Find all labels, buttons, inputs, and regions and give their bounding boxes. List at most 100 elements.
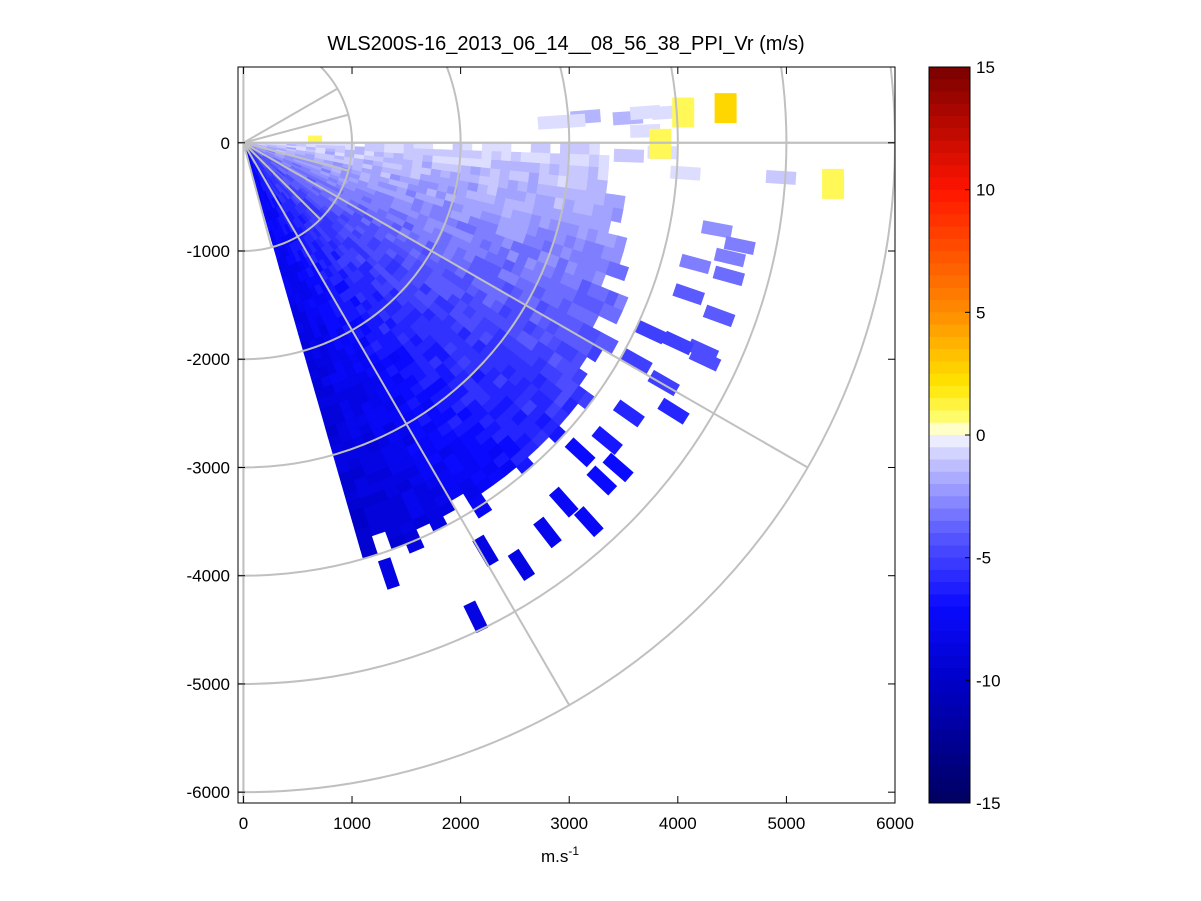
x-axis-label-superscript: -1 [568,844,579,858]
colorbar-band [929,361,970,375]
velocity-cell [511,142,522,153]
x-tick-label: 0 [239,814,248,833]
x-axis: 0 1000 2000 3000 4000 5000 6000 [239,67,914,833]
y-tick-label: -4000 [187,567,230,586]
colorbar-tick-label: 0 [976,426,985,445]
velocity-cell [480,159,492,170]
colorbar-band [929,312,970,326]
colorbar-band [929,729,970,743]
colorbar-band [929,177,970,191]
colorbar-band [929,300,970,313]
velocity-cell [441,156,453,165]
colorbar-tick-label: 5 [976,303,985,322]
colorbar-band [929,287,970,301]
velocity-cell [578,154,590,168]
velocity-cell [576,177,589,192]
colorbar: 15 10 5 0 -5 -10 -15 [928,58,1001,813]
colorbar-band [929,459,970,473]
colorbar-band [929,631,970,645]
colorbar-band [929,582,970,595]
velocity-patch [713,247,746,268]
velocity-cell [442,149,454,158]
velocity-patch [613,148,645,163]
colorbar-bands [929,67,970,804]
colorbar-band [929,643,970,657]
velocity-cell [519,161,531,174]
colorbar-band [929,766,970,779]
colorbar-band [929,226,970,240]
colorbar-tick-label: 15 [976,58,995,77]
velocity-patch [723,236,756,256]
velocity-cell [471,150,483,160]
velocity-cell [518,171,530,184]
velocity-cell [422,148,434,157]
velocity-cell [489,168,501,179]
velocity-patch [308,135,323,144]
velocity-patch [679,253,712,275]
velocity-patch [620,348,653,375]
velocity-cell [550,142,561,155]
colorbar-band [929,447,970,461]
velocity-cell [528,172,540,185]
colorbar-band [929,165,970,178]
velocity-patch [702,304,736,328]
velocity-cell [577,165,590,180]
velocity-cell [537,173,550,186]
polar-spoke [243,141,349,172]
colorbar-band [929,398,970,411]
polar-spoke [242,141,809,469]
polar-spoke [242,142,571,706]
colorbar-band [929,410,970,424]
velocity-cell [613,194,626,210]
velocity-cell [549,153,561,166]
colorbar-band [929,422,970,436]
velocity-cell [530,152,542,164]
y-tick-label: -6000 [187,783,230,802]
velocity-cell [539,152,551,165]
velocity-cell [462,142,473,152]
velocity-cell [579,142,591,156]
x-tick-label: 2000 [442,814,480,833]
velocity-patch [377,557,400,590]
colorbar-band [929,79,970,93]
velocity-patch [765,169,797,185]
velocity-cell [470,158,483,169]
velocity-cell [481,142,493,152]
velocity-cell [442,142,454,151]
colorbar-band [929,655,970,669]
polar-spoke [242,142,321,221]
colorbar-band [929,152,970,166]
colorbar-band [929,385,970,399]
velocity-patch [472,534,499,568]
colorbar-band [929,692,970,706]
colorbar-band [929,435,970,448]
colorbar-tick-label: -15 [976,794,1001,813]
velocity-patch [612,399,645,428]
colorbar-band [929,251,970,264]
velocity-patch [686,338,720,363]
velocity-cell [569,153,581,167]
colorbar-band [929,557,970,571]
colorbar-tick-label: -5 [976,549,991,568]
colorbar-band [929,619,970,632]
colorbar-band [929,471,970,485]
colorbar-band [929,704,970,718]
y-tick-label: 0 [221,134,230,153]
velocity-cell [607,306,623,325]
velocity-patch [714,93,737,124]
velocity-cell [423,142,434,150]
velocity-cell [432,149,444,158]
velocity-patch [463,600,489,634]
colorbar-band [929,373,970,387]
velocity-cell [614,264,630,282]
y-tick-label: -2000 [187,350,230,369]
polar-spoke [243,113,349,144]
velocity-cell [461,157,473,167]
velocity-cell [481,150,493,161]
velocity-cell [587,166,600,181]
colorbar-band [929,753,970,767]
velocity-patch [822,168,845,199]
velocity-cell [500,151,512,162]
